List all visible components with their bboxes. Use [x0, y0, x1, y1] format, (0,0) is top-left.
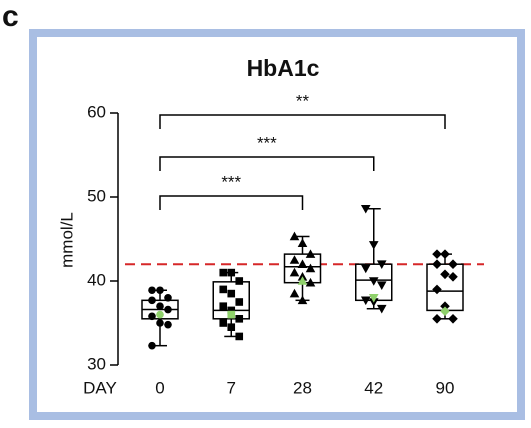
point — [156, 319, 164, 327]
point — [227, 289, 236, 298]
x-axis-label: DAY — [83, 378, 117, 397]
x-tick-label: 7 — [227, 378, 236, 397]
y-axis-label: mmol/L — [57, 212, 76, 268]
point — [448, 314, 458, 324]
point — [227, 306, 236, 315]
x-tick-label: 28 — [293, 378, 312, 397]
point — [297, 259, 308, 268]
x-tick-label: 42 — [364, 378, 383, 397]
point — [219, 319, 228, 327]
point — [164, 305, 172, 314]
y-tick-label: 50 — [87, 186, 106, 205]
point — [432, 284, 442, 295]
point — [235, 298, 244, 306]
panel-label: c — [2, 0, 19, 33]
point — [305, 263, 316, 273]
point — [297, 295, 308, 305]
point — [219, 285, 228, 294]
point — [360, 296, 371, 306]
significance-bracket — [159, 195, 304, 210]
significance-label: *** — [257, 133, 277, 152]
point — [440, 306, 450, 317]
panel-frame — [29, 29, 525, 420]
point — [148, 341, 156, 350]
point — [227, 310, 236, 319]
point — [289, 288, 300, 298]
point — [368, 277, 379, 286]
chart-title: HbA1c — [247, 55, 320, 81]
x-tick-label: 0 — [155, 378, 164, 397]
y-tick-label: 40 — [87, 270, 106, 289]
significance-bracket — [159, 156, 375, 171]
point — [305, 277, 316, 287]
point — [227, 323, 236, 331]
significance-label: *** — [221, 172, 241, 191]
point — [219, 268, 228, 277]
point — [148, 286, 156, 295]
point — [164, 320, 172, 329]
point — [432, 249, 442, 259]
point — [368, 241, 379, 250]
point — [360, 204, 371, 214]
point — [156, 302, 164, 311]
point — [297, 276, 308, 285]
point — [305, 249, 316, 258]
point — [156, 310, 164, 319]
point — [432, 259, 442, 269]
point — [448, 259, 458, 269]
point — [289, 267, 300, 277]
point — [227, 268, 236, 277]
point — [164, 294, 172, 302]
point — [297, 238, 308, 247]
point — [376, 304, 387, 314]
point — [368, 294, 379, 303]
point — [360, 264, 371, 274]
point — [235, 277, 244, 285]
point — [448, 272, 458, 282]
point — [440, 249, 450, 259]
x-tick-label: 90 — [436, 378, 455, 397]
point — [432, 314, 442, 324]
significance-bracket — [159, 114, 446, 129]
point — [289, 231, 300, 241]
point — [440, 301, 450, 311]
point — [235, 315, 244, 323]
point — [148, 312, 156, 321]
point — [440, 269, 450, 280]
significance-label: ** — [296, 91, 310, 110]
point — [376, 281, 387, 290]
point — [148, 296, 156, 305]
box — [212, 281, 250, 320]
point — [289, 255, 300, 264]
point — [376, 260, 387, 269]
y-tick-label: 30 — [87, 354, 106, 373]
point — [219, 302, 228, 310]
point — [235, 332, 244, 341]
point — [156, 286, 164, 295]
y-tick-label: 60 — [87, 102, 106, 121]
